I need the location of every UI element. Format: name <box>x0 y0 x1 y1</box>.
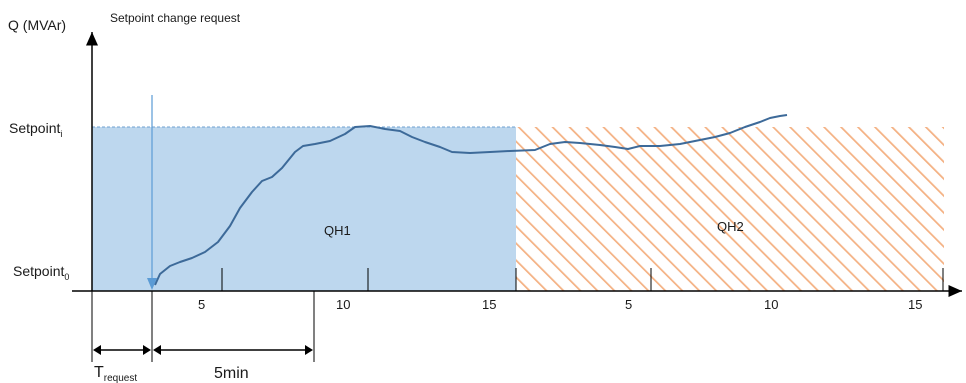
y-axis-label: Q (MVAr) <box>8 17 66 33</box>
qh1-region <box>92 127 516 291</box>
five-min-arrow <box>153 345 313 355</box>
tick-label-qh2-10: 10 <box>764 297 778 312</box>
tick-marks <box>221 268 944 291</box>
t-request-label: Trequest <box>94 364 137 383</box>
tick-label-qh1-10: 10 <box>336 297 350 312</box>
qh1-label: QH1 <box>324 223 351 238</box>
tick-label-qh1-5: 5 <box>198 297 205 312</box>
qh2-label: QH2 <box>717 219 744 234</box>
setpoint-0-label: Setpoint0 <box>13 263 69 282</box>
tick-label-qh1-15: 15 <box>482 297 496 312</box>
tick-label-qh2-5: 5 <box>625 297 632 312</box>
qh2-region <box>516 127 944 291</box>
response-curve <box>154 114 788 286</box>
request-label: Setpoint change request <box>110 11 241 25</box>
interval-brackets <box>91 291 315 362</box>
request-marker-arrowhead <box>147 278 157 290</box>
tick-label-qh2-15: 15 <box>908 297 922 312</box>
t-request-arrow <box>93 345 151 355</box>
five-min-label: 5min <box>214 365 249 382</box>
setpoint-i-label: Setpointi <box>9 120 62 139</box>
